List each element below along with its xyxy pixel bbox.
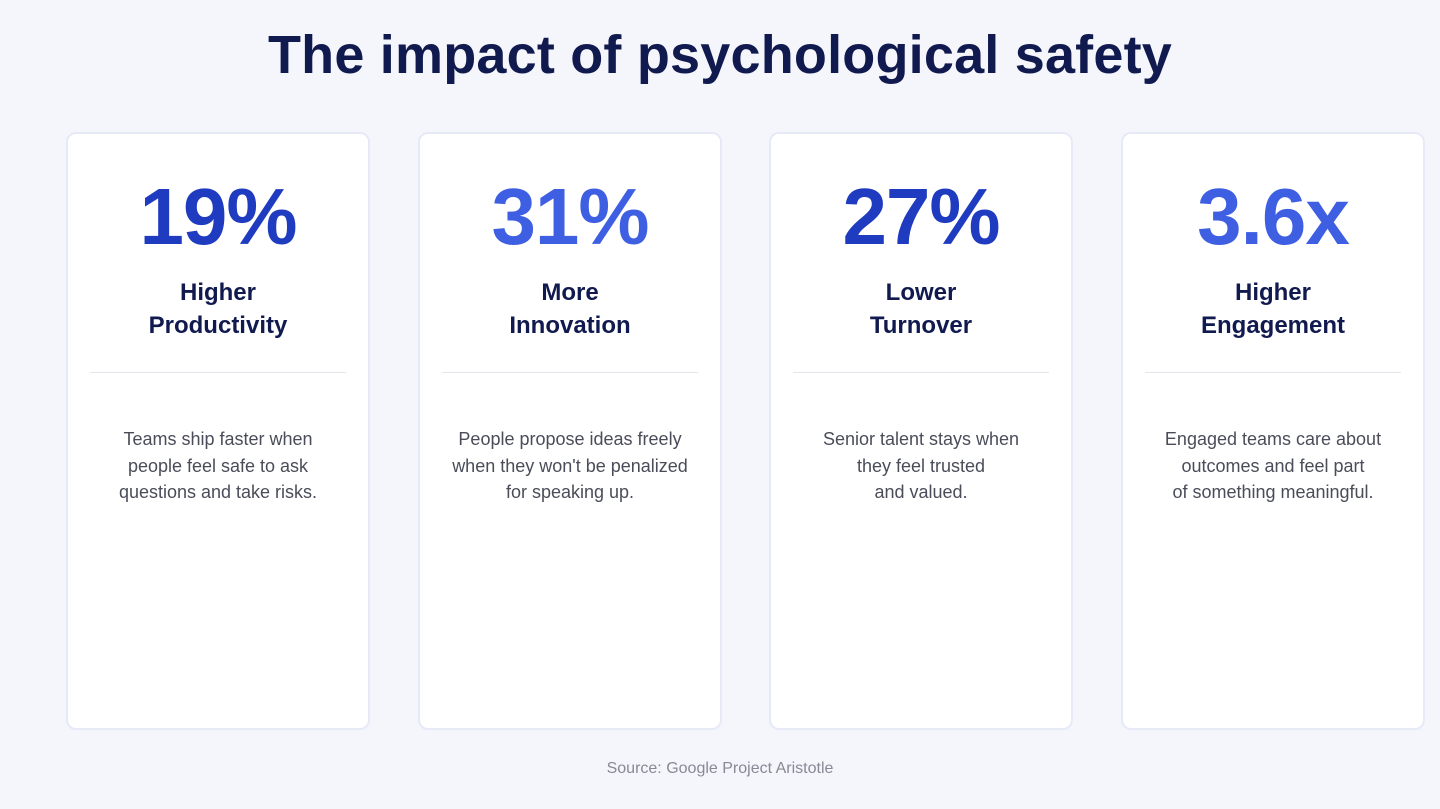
card-divider — [90, 372, 346, 373]
source-note: Source: Google Project Aristotle — [606, 760, 834, 777]
stat-label-line: Innovation — [509, 312, 631, 339]
stat-label-line: Engagement — [1200, 312, 1346, 339]
stat-label-line: Lower — [885, 279, 957, 306]
description-line: People propose ideas freely — [458, 429, 682, 449]
description-line: of something meaningful. — [1172, 482, 1374, 502]
stat-value: 19% — [139, 172, 297, 261]
stat-card-turnover: 27% Lower Turnover Senior talent stays w… — [769, 132, 1073, 730]
stat-label-line: Higher — [179, 279, 256, 306]
description-line: when they won't be penalized — [452, 455, 688, 476]
description-line: Senior talent stays when — [822, 429, 1020, 449]
stat-card-innovation: 31% More Innovation People propose ideas… — [418, 132, 722, 730]
card-divider — [442, 372, 698, 373]
description-line: outcomes and feel part — [1181, 455, 1365, 476]
stat-description: Senior talent stays when they feel trust… — [789, 426, 1053, 506]
description-line: people feel safe to ask — [127, 455, 309, 476]
description-line: and valued. — [874, 482, 968, 502]
card-divider — [793, 372, 1049, 373]
stat-card-productivity: 19% Higher Productivity Teams ship faste… — [66, 132, 370, 730]
page-title: The impact of psychological safety — [267, 25, 1173, 85]
stat-label-line: Turnover — [869, 312, 973, 339]
stat-description: Teams ship faster when people feel safe … — [86, 426, 350, 506]
stat-description: People propose ideas freely when they wo… — [438, 426, 702, 506]
card-divider — [1145, 372, 1401, 373]
stat-label: Higher Engagement — [1123, 276, 1423, 342]
description-line: Engaged teams care about — [1164, 429, 1382, 449]
description-line: for speaking up. — [505, 482, 635, 502]
stat-value: 27% — [842, 172, 1000, 261]
stat-card-engagement: 3.6x Higher Engagement Engaged teams car… — [1121, 132, 1425, 730]
stat-value: 3.6x — [1197, 172, 1350, 261]
stat-label-line: More — [541, 279, 599, 306]
stat-label: More Innovation — [420, 276, 720, 342]
stat-label: Lower Turnover — [771, 276, 1071, 342]
stat-label: Higher Productivity — [68, 276, 368, 342]
stat-value: 31% — [491, 172, 649, 261]
stat-label-line: Productivity — [148, 312, 288, 339]
stat-label-line: Higher — [1234, 279, 1311, 306]
stat-description: Engaged teams care about outcomes and fe… — [1141, 426, 1405, 506]
description-line: questions and take risks. — [118, 482, 318, 502]
description-line: Teams ship faster when — [123, 429, 313, 449]
description-line: they feel trusted — [856, 455, 986, 476]
